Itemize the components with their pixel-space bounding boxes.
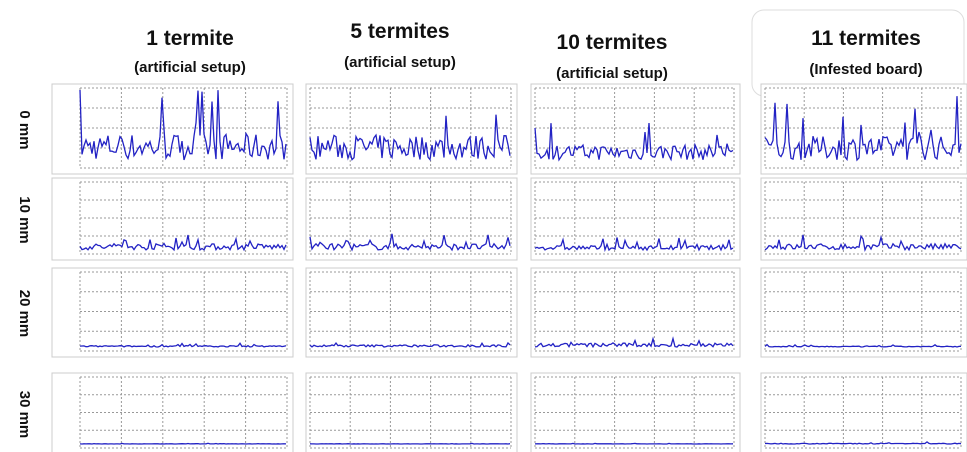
signal-trace <box>534 442 734 445</box>
column-title: 5 termites <box>350 20 449 43</box>
column-title: 1 termite <box>146 27 234 50</box>
column-subtitle: (Infested board) <box>809 61 922 78</box>
panel-frame <box>760 372 967 452</box>
signal-trace <box>534 237 734 253</box>
signal-trace <box>764 96 962 162</box>
signal-trace <box>79 234 287 252</box>
panels: 1 termite (artificial setup) 5 termites (ar… <box>16 20 967 452</box>
header-box <box>751 9 965 97</box>
column-title: 10 termites <box>557 31 668 54</box>
column-title: 11 termites <box>811 27 921 50</box>
panel-frame <box>760 83 967 175</box>
column-subtitle: (artificial setup) <box>134 59 246 76</box>
signal-trace <box>309 341 511 348</box>
signal-trace <box>309 442 511 445</box>
signal-trace <box>764 343 962 348</box>
row-label: 20 mm <box>16 290 33 338</box>
signal-trace <box>764 234 962 253</box>
row-label: 30 mm <box>16 391 33 439</box>
panel-frame <box>305 267 518 358</box>
signal-trace <box>309 233 511 252</box>
panel-frame <box>305 177 518 261</box>
signal-trace <box>764 441 962 445</box>
panel-frame <box>305 83 518 175</box>
signal-trace <box>534 336 734 349</box>
signal-trace <box>309 114 511 162</box>
signal-trace <box>79 89 287 161</box>
panel-frame <box>51 267 294 358</box>
column-subtitle: (artificial setup) <box>556 65 668 82</box>
row-label: 10 mm <box>16 196 33 244</box>
signal-trace <box>79 442 287 445</box>
column-subtitle: (artificial setup) <box>344 54 456 71</box>
row-label: 0 mm <box>16 110 33 149</box>
panel-frame <box>51 83 294 175</box>
panel-frame <box>760 267 967 358</box>
panel-frame <box>530 83 741 175</box>
signal-trace <box>79 342 287 348</box>
signal-trace <box>534 122 734 162</box>
